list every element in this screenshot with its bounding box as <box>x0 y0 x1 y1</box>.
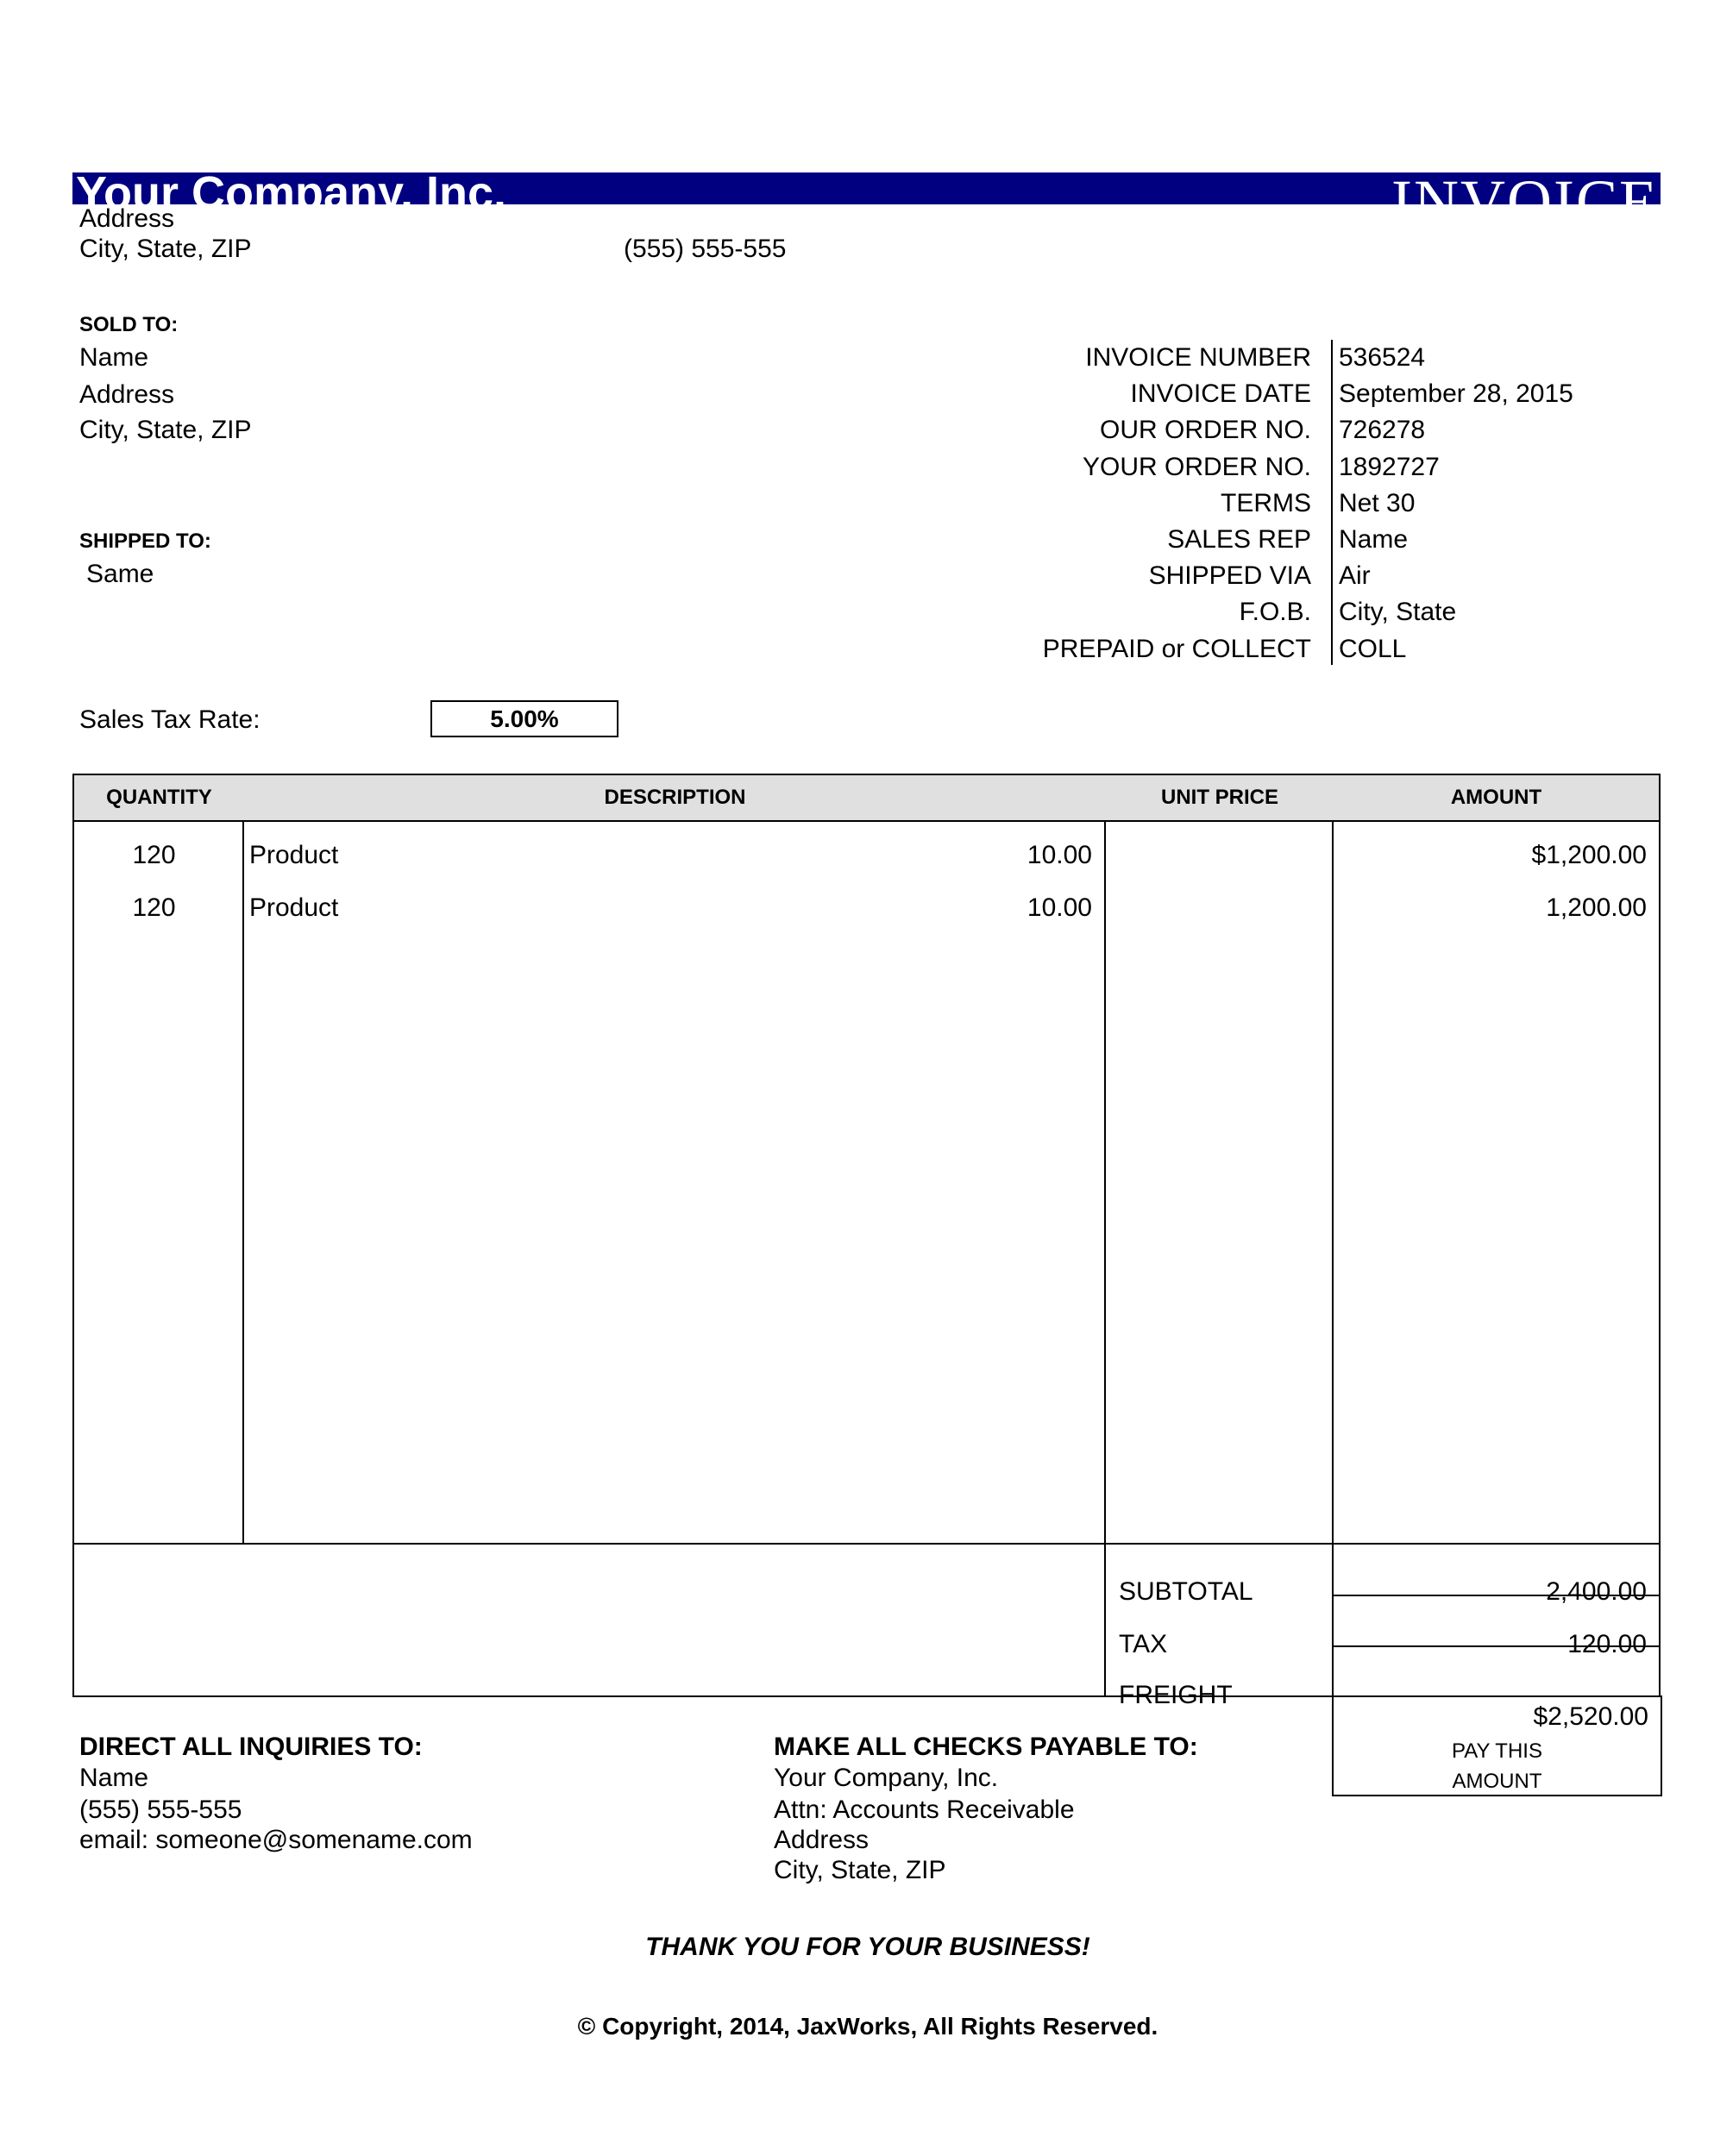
checks-line4: City, State, ZIP <box>774 1856 946 1884</box>
header-unit-price: UNIT PRICE <box>1160 786 1278 809</box>
row-description: Product <box>249 893 339 922</box>
checks-line2: Attn: Accounts Receivable <box>774 1796 1075 1824</box>
detail-value: 1892727 <box>1339 452 1440 481</box>
sold-to-address: Address <box>79 380 175 409</box>
header-quantity: QUANTITY <box>106 786 212 809</box>
inquiries-phone: (555) 555-555 <box>79 1796 242 1824</box>
detail-label: SHIPPED VIA <box>1148 561 1311 591</box>
total-divider <box>1332 1595 1659 1596</box>
body-bottom-line <box>74 1543 1659 1545</box>
row-amount: 1,200.00 <box>1546 893 1647 922</box>
row-quantity: 120 <box>132 841 176 869</box>
header-amount: AMOUNT <box>1450 786 1542 809</box>
detail-value: 536524 <box>1339 343 1426 372</box>
thank-you-message: THANK YOU FOR YOUR BUSINESS! <box>645 1933 1090 1961</box>
detail-label: PREPAID or COLLECT <box>1042 634 1311 663</box>
col-divider <box>242 822 244 1545</box>
detail-value: September 28, 2015 <box>1339 379 1573 409</box>
detail-value: Name <box>1339 525 1409 554</box>
row-quantity: 120 <box>132 893 176 922</box>
detail-value: Net 30 <box>1339 488 1416 517</box>
row-unit-price: 10.00 <box>1027 841 1092 869</box>
amount-label: AMOUNT <box>1452 1770 1542 1793</box>
sold-to-label: SOLD TO: <box>79 313 179 336</box>
tax-value: 120.00 <box>1567 1630 1647 1658</box>
detail-label: YOUR ORDER NO. <box>1082 452 1311 481</box>
sold-to-city: City, State, ZIP <box>79 416 252 444</box>
col-divider <box>1332 822 1334 1695</box>
line-items-table: QUANTITY DESCRIPTION UNIT PRICE AMOUNT 1… <box>72 774 1661 1709</box>
inquiries-email[interactable]: email: someone@somename.com <box>79 1826 473 1854</box>
checks-line1: Your Company, Inc. <box>774 1764 999 1792</box>
detail-label: F.O.B. <box>1239 598 1311 627</box>
inquiries-name: Name <box>79 1764 149 1792</box>
details-divider <box>1331 340 1333 665</box>
subtotal-label: SUBTOTAL <box>1119 1577 1253 1606</box>
inquiries-label: DIRECT ALL INQUIRIES TO: <box>79 1733 423 1761</box>
detail-value: Air <box>1339 561 1371 591</box>
detail-label: SALES REP <box>1167 525 1311 554</box>
tax-rate-label: Sales Tax Rate: <box>79 705 261 734</box>
total-value: $2,520.00 <box>1533 1702 1648 1731</box>
row-amount: $1,200.00 <box>1531 841 1647 869</box>
tax-label: TAX <box>1119 1630 1168 1658</box>
row-unit-price: 10.00 <box>1027 893 1092 922</box>
checks-line3: Address <box>774 1826 870 1854</box>
company-name: Your Company, Inc. <box>76 172 507 204</box>
header-banner: Your Company, Inc. INVOICE <box>72 172 1661 204</box>
company-city: City, State, ZIP <box>79 235 252 263</box>
detail-label: INVOICE DATE <box>1130 379 1311 409</box>
detail-value: 726278 <box>1339 416 1426 445</box>
shipped-to-label: SHIPPED TO: <box>79 530 211 553</box>
company-address: Address <box>79 204 175 233</box>
pay-this-label: PAY THIS <box>1452 1739 1542 1763</box>
copyright: © Copyright, 2014, JaxWorks, All Rights … <box>577 2013 1158 2040</box>
tax-rate-field[interactable]: 5.00% <box>430 700 618 737</box>
detail-label: TERMS <box>1221 488 1311 517</box>
total-divider <box>1332 1645 1659 1647</box>
header-description: DESCRIPTION <box>604 786 746 809</box>
pay-this-amount-box: $2,520.00 PAY THIS AMOUNT <box>1332 1695 1662 1796</box>
detail-label: INVOICE NUMBER <box>1085 343 1311 372</box>
sold-to-name: Name <box>79 343 149 372</box>
row-description: Product <box>249 841 339 869</box>
detail-value: COLL <box>1339 634 1407 663</box>
company-phone: (555) 555-555 <box>624 235 787 263</box>
checks-label: MAKE ALL CHECKS PAYABLE TO: <box>774 1733 1198 1761</box>
detail-label: OUR ORDER NO. <box>1099 416 1311 445</box>
col-divider <box>1104 822 1106 1695</box>
freight-label: FREIGHT <box>1119 1681 1233 1709</box>
table-header: QUANTITY DESCRIPTION UNIT PRICE AMOUNT <box>74 775 1659 822</box>
detail-value: City, State <box>1339 598 1457 627</box>
invoice-title: INVOICE <box>1391 172 1659 204</box>
subtotal-value: 2,400.00 <box>1546 1577 1647 1606</box>
shipped-to-value: Same <box>86 560 154 588</box>
